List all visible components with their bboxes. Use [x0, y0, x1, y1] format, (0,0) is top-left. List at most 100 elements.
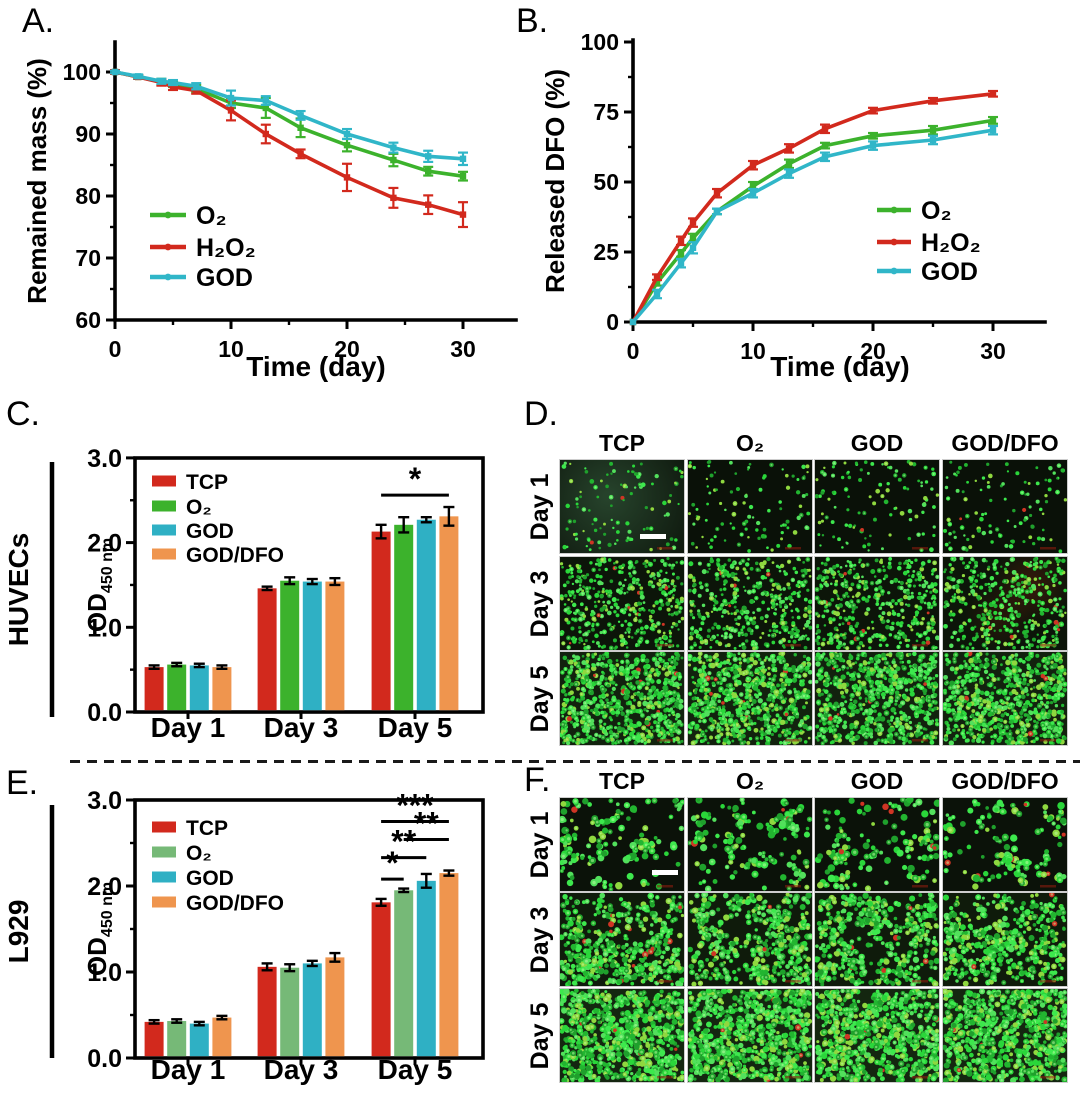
- svg-text:TCP: TCP: [186, 471, 228, 494]
- svg-text:2.0: 2.0: [87, 873, 122, 901]
- micro-tile-d-1-3: [943, 557, 1067, 650]
- row-label-f-2: Day 5: [526, 1002, 554, 1069]
- svg-text:60: 60: [75, 307, 101, 333]
- svg-text:0: 0: [606, 309, 619, 335]
- svg-text:Day 3: Day 3: [264, 712, 339, 743]
- svg-text:O₂: O₂: [186, 496, 212, 519]
- svg-text:**: **: [391, 824, 416, 860]
- svg-text:0: 0: [627, 338, 640, 364]
- dashed-divider: [70, 760, 1080, 763]
- svg-text:GOD: GOD: [921, 258, 978, 286]
- micro-tile-f-1-3: [943, 893, 1067, 986]
- row-label-d-2: Day 5: [526, 665, 554, 732]
- svg-text:GOD: GOD: [186, 867, 234, 890]
- svg-text:0.0: 0.0: [87, 699, 122, 727]
- svg-text:10: 10: [218, 336, 244, 362]
- micro-tile-f-0-1: [688, 798, 812, 891]
- micro-tile-d-0-0: [560, 460, 684, 553]
- svg-text:L929: L929: [3, 900, 34, 964]
- micro-grid-huvecs: TCP O₂ GOD GOD/DFO Day 1 Day 3 Day 5: [500, 400, 1080, 760]
- svg-text:GOD/DFO: GOD/DFO: [186, 544, 284, 567]
- micro-tile-d-1-1: [688, 557, 812, 650]
- svg-text:80: 80: [75, 183, 101, 209]
- column-header-f-2: GOD: [850, 768, 904, 794]
- svg-text:OD450 nm: OD450 nm: [82, 882, 116, 976]
- panel-label-e: E.: [6, 764, 39, 802]
- svg-text:3.0: 3.0: [87, 787, 122, 815]
- svg-text:100: 100: [63, 59, 101, 85]
- svg-text:**: **: [414, 806, 439, 842]
- svg-text:GOD: GOD: [186, 520, 234, 543]
- svg-text:***: ***: [396, 788, 434, 824]
- svg-text:Day 1: Day 1: [151, 712, 226, 743]
- micro-tile-f-2-1: [688, 989, 812, 1082]
- svg-text:TCP: TCP: [186, 817, 228, 840]
- svg-text:H₂O₂: H₂O₂: [196, 234, 256, 262]
- svg-text:Day 1: Day 1: [151, 1054, 226, 1085]
- svg-text:HUVECs: HUVECs: [3, 533, 34, 647]
- micro-grid-l929: TCP O₂ GOD GOD/DFO Day 1 Day 3 Day 5: [500, 760, 1080, 1095]
- panel-label-f: F.: [524, 761, 551, 799]
- column-header-d-1: O₂: [735, 430, 765, 456]
- panel-label-b: B.: [516, 2, 549, 40]
- row-label-d-1: Day 3: [526, 570, 554, 637]
- micro-tile-f-0-3: [943, 798, 1067, 891]
- svg-text:75: 75: [593, 99, 619, 125]
- svg-text:O₂: O₂: [186, 842, 212, 865]
- micro-tile-f-0-2: [815, 798, 939, 891]
- svg-text:30: 30: [450, 336, 476, 362]
- micro-tile-d-2-0: [560, 652, 684, 745]
- svg-text:20: 20: [860, 338, 886, 364]
- svg-text:0: 0: [109, 336, 122, 362]
- micro-tile-d-0-1: [688, 460, 812, 553]
- micro-tile-d-2-1: [688, 652, 812, 745]
- svg-text:1.0: 1.0: [87, 959, 122, 987]
- svg-text:10: 10: [740, 338, 766, 364]
- svg-text:100: 100: [581, 29, 619, 55]
- svg-text:Day 5: Day 5: [378, 712, 453, 743]
- column-header-f-3: GOD/DFO: [951, 768, 1059, 794]
- panel-label-d: D.: [524, 395, 558, 433]
- svg-text:Remained mass (%): Remained mass (%): [22, 58, 52, 304]
- chart-B: 100 75 50 25 00 10 20 30 Released DFO (%) Time (d…: [540, 29, 1047, 382]
- svg-text:Time (day): Time (day): [770, 351, 910, 382]
- chart-A: 100 90 80 70 60 0 10 20 30 Remained mass (%) Time …: [22, 40, 518, 382]
- column-header-d-2: GOD: [850, 430, 904, 456]
- micro-tile-f-1-0: [560, 893, 684, 986]
- micro-tile-f-0-0: [560, 798, 684, 891]
- svg-text:GOD: GOD: [196, 264, 253, 292]
- svg-text:25: 25: [593, 239, 619, 265]
- svg-text:O₂: O₂: [196, 202, 227, 230]
- svg-text:*: *: [386, 845, 399, 881]
- svg-text:0.0: 0.0: [87, 1045, 122, 1073]
- micro-tile-f-2-0: [560, 989, 684, 1082]
- svg-text:Day 3: Day 3: [264, 1054, 339, 1085]
- svg-text:H₂O₂: H₂O₂: [921, 229, 981, 257]
- svg-text:30: 30: [980, 338, 1006, 364]
- micro-tile-f-2-3: [943, 989, 1067, 1082]
- svg-text:1.0: 1.0: [87, 614, 122, 642]
- row-label-d-0: Day 1: [526, 473, 554, 540]
- panel-label-a: A.: [22, 2, 55, 40]
- column-header-f-1: O₂: [735, 768, 765, 794]
- chart-E: 0.0 1.0 2.0 3.0 Day 1 Day 3 Day 5 TCPO₂GODGOD/D…: [3, 787, 485, 1085]
- svg-text:3.0: 3.0: [87, 445, 122, 473]
- svg-text:90: 90: [75, 121, 101, 147]
- row-label-f-1: Day 3: [526, 906, 554, 973]
- svg-text:Time (day): Time (day): [246, 351, 386, 382]
- svg-text:Day 5: Day 5: [378, 1054, 453, 1085]
- micro-tile-d-0-3: [943, 460, 1067, 553]
- svg-text:OD450 nm: OD450 nm: [82, 538, 116, 632]
- micro-tile-d-0-2: [815, 460, 939, 553]
- micro-tile-d-1-0: [560, 557, 684, 650]
- column-header-f-0: TCP: [599, 768, 645, 794]
- svg-text:GOD/DFO: GOD/DFO: [186, 892, 284, 915]
- svg-text:O₂: O₂: [921, 197, 952, 225]
- micro-tile-f-2-2: [815, 989, 939, 1082]
- svg-text:20: 20: [334, 336, 360, 362]
- chart-C: 0.0 1.0 2.0 3.0 Day 1 Day 3 Day 5 TCPO₂GODGOD/D…: [3, 445, 485, 743]
- panel-label-c: C.: [6, 395, 40, 433]
- micro-tile-f-1-2: [815, 893, 939, 986]
